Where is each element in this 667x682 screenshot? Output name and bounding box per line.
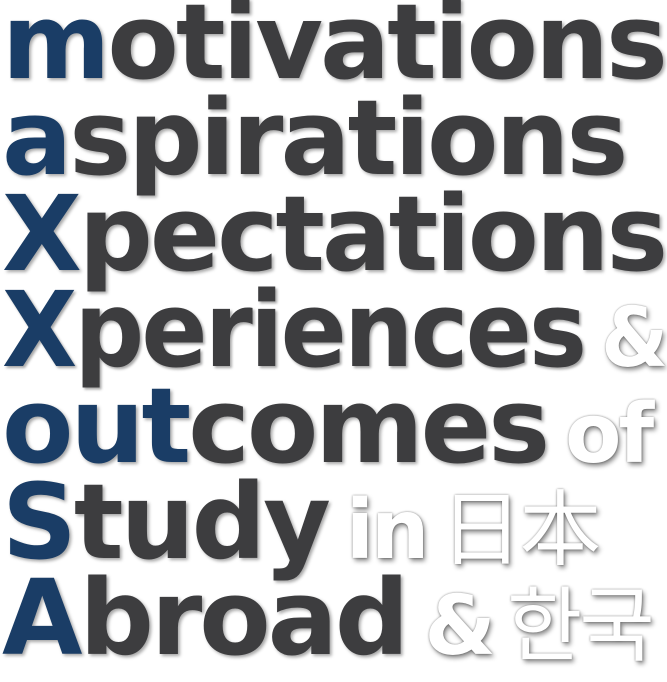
word-remainder: periences — [74, 269, 587, 391]
line-abroad: Abroad & 한국 — [2, 566, 655, 674]
word-in: in — [345, 483, 430, 578]
word-remainder: spirations — [69, 77, 628, 199]
acronym-letter: S — [2, 461, 77, 583]
acronym-letter: X — [2, 269, 77, 391]
line-study: Study in 日本 — [2, 470, 601, 578]
word-remainder: broad — [79, 557, 410, 679]
japan-text: 日本 — [440, 483, 601, 578]
line-aspirations: aspirations — [2, 86, 628, 190]
line-motivations: motivations — [2, 0, 667, 94]
line-experiences: Xperiences & — [2, 278, 667, 386]
acronym-letters: out — [2, 365, 191, 487]
acronym-letter: m — [2, 0, 110, 103]
word-remainder: pectations — [78, 173, 667, 295]
ampersand: & — [601, 291, 667, 386]
acronym-letter: a — [2, 77, 72, 199]
word-of: of — [565, 387, 654, 482]
line-outcomes: outcomes of — [2, 374, 654, 482]
korea-text: 한국 — [506, 579, 655, 674]
line-expectations: Xpectations — [2, 182, 667, 286]
word-remainder: comes — [188, 365, 550, 487]
word-remainder: tudy — [73, 461, 331, 583]
ampersand: & — [424, 579, 495, 674]
acronym-letter: A — [2, 557, 82, 679]
acronym-letter: X — [2, 173, 82, 295]
word-remainder: otivations — [107, 0, 667, 103]
